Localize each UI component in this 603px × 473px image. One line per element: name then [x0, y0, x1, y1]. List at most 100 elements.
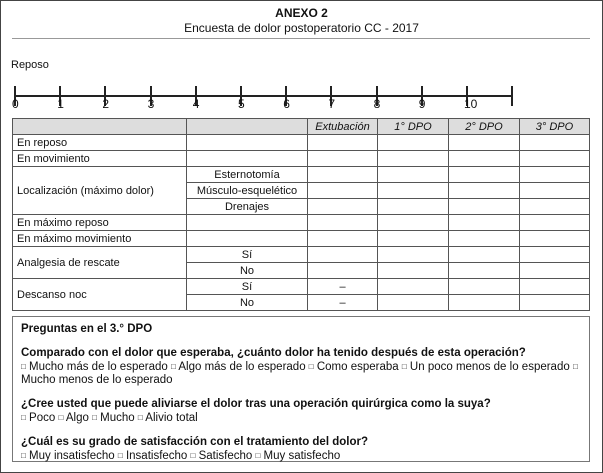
question-2: ¿Cree usted que puede aliviarse el dolor…: [21, 398, 491, 410]
col-header: [186, 118, 308, 135]
option[interactable]: □ Como esperaba: [309, 361, 399, 373]
table-row: Descanso noc Sí –: [12, 278, 590, 311]
scale-tick-label: 2: [102, 97, 110, 111]
checkbox-icon[interactable]: □: [117, 451, 123, 460]
checkbox-icon[interactable]: □: [401, 362, 407, 371]
checkbox-icon[interactable]: □: [572, 362, 578, 371]
col-header-extubacion: Extubación: [307, 118, 378, 135]
sub-label: Esternotomía: [186, 166, 308, 183]
scale-label: Reposo: [11, 59, 49, 71]
sub-label: Sí: [186, 246, 308, 263]
table-row: En reposo: [12, 134, 590, 151]
na-dash: –: [307, 278, 378, 295]
option-label: Poco: [29, 412, 56, 424]
scale-tick[interactable]: [330, 86, 333, 106]
option-label: Insatisfecho: [125, 450, 188, 462]
scale-tick-label: 1: [57, 97, 64, 111]
scale-tick-label: 0: [12, 97, 19, 111]
scale-tick-label: 5: [238, 97, 245, 111]
scale-tick[interactable]: [375, 86, 378, 106]
sub-label: No: [186, 262, 308, 279]
scale-tick[interactable]: [420, 86, 423, 106]
doc-title: ANEXO 2: [275, 6, 328, 20]
scale-tick[interactable]: [240, 86, 242, 106]
table-header: Extubación 1° DPO 2° DPO 3° DPO: [12, 118, 590, 135]
question-1-options: □ Mucho más de lo esperado □ Algo más de…: [21, 360, 581, 387]
row-label: Localización (máximo dolor): [12, 166, 187, 215]
option[interactable]: □ Algo: [58, 412, 88, 424]
table-row: No –: [13, 294, 590, 311]
option-label: Muy insatisfecho: [29, 450, 115, 462]
option[interactable]: □ Algo más de lo esperado: [171, 361, 306, 373]
option[interactable]: □ Mucho más de lo esperado: [21, 361, 168, 373]
sub-label: Drenajes: [186, 198, 308, 215]
checkbox-icon[interactable]: □: [137, 413, 143, 422]
option[interactable]: □ Poco: [21, 412, 55, 424]
option-label: Algo: [65, 412, 89, 424]
option-label: Mucho más de lo esperado: [29, 361, 168, 373]
option[interactable]: □ Muy insatisfecho: [21, 450, 115, 462]
scale-tick[interactable]: [285, 86, 288, 106]
option[interactable]: □ Mucho: [92, 412, 135, 424]
question-1: Comparado con el dolor que esperaba, ¿cu…: [21, 347, 526, 359]
questions-heading: Preguntas en el 3.° DPO: [21, 323, 153, 335]
scale-tick-label: 8: [373, 97, 381, 111]
scale-tick[interactable]: [511, 86, 514, 106]
col-header-3dpo: 3° DPO: [519, 118, 590, 135]
row-label: Descanso noc: [12, 278, 187, 311]
option-label: Muy satisfecho: [263, 450, 341, 462]
row-label: En máximo reposo: [12, 214, 187, 231]
doc-subtitle: Encuesta de dolor postoperatorio CC - 20…: [184, 21, 419, 35]
option[interactable]: □ Satisfecho: [191, 450, 253, 462]
scale-line: [15, 95, 512, 97]
checkbox-icon[interactable]: □: [170, 362, 176, 371]
col-header: [12, 118, 187, 135]
scale-tick-label: 3: [147, 97, 155, 111]
table-row: En máximo reposo: [12, 214, 590, 231]
scale-tick[interactable]: [466, 86, 468, 106]
option-label: Como esperaba: [316, 361, 399, 373]
checkbox-icon[interactable]: □: [92, 413, 97, 422]
scale-tick-label: 9: [418, 97, 426, 111]
scale-tick[interactable]: [14, 86, 16, 106]
table-row: Analgesia de rescate Sí: [12, 246, 590, 279]
option[interactable]: □ Mucho menos de lo esperado: [21, 361, 578, 386]
option-label: Algo más de lo esperado: [178, 361, 306, 373]
question-3: ¿Cuál es su grado de satisfacción con el…: [21, 436, 368, 448]
table-row: Localización (máximo dolor) Esternotomía: [12, 166, 590, 215]
option[interactable]: □ Muy satisfecho: [255, 450, 340, 462]
checkbox-icon[interactable]: □: [21, 413, 26, 422]
table-row: En máximo movimiento: [12, 230, 590, 247]
col-header-2dpo: 2° DPO: [448, 118, 520, 135]
divider: [12, 38, 590, 39]
option-label: Alivio total: [145, 412, 198, 424]
scale-tick[interactable]: [59, 86, 62, 106]
sub-label: No: [186, 294, 308, 311]
questions-box: Preguntas en el 3.° DPO Comparado con el…: [12, 316, 590, 462]
checkbox-icon[interactable]: □: [58, 413, 64, 422]
checkbox-icon[interactable]: □: [308, 362, 314, 371]
checkbox-icon[interactable]: □: [21, 451, 26, 460]
question-2-options: □ Poco □ Algo □ Mucho □ Alivio total: [21, 411, 581, 425]
checkbox-icon[interactable]: □: [21, 362, 26, 371]
sub-label: Músculo-esquelético: [186, 182, 308, 199]
scale-tick[interactable]: [104, 86, 107, 106]
scale-tick[interactable]: [149, 86, 152, 106]
pain-table: Extubación 1° DPO 2° DPO 3° DPO En repos…: [12, 118, 590, 311]
row-label: Analgesia de rescate: [12, 246, 187, 279]
col-header-1dpo: 1° DPO: [377, 118, 449, 135]
checkbox-icon[interactable]: □: [255, 451, 261, 460]
scale-tick-label: 4: [192, 97, 200, 111]
option[interactable]: □ Insatisfecho: [118, 450, 187, 462]
table-row: En movimiento: [12, 150, 590, 167]
na-dash: –: [307, 294, 378, 311]
option[interactable]: □ Un poco menos de lo esperado: [402, 361, 570, 373]
row-label: En máximo movimiento: [12, 230, 187, 247]
scale-tick-label: 10: [464, 97, 478, 111]
option-label: Un poco menos de lo esperado: [409, 361, 570, 373]
pain-scale[interactable]: [14, 86, 514, 106]
scale-tick[interactable]: [194, 86, 197, 106]
checkbox-icon[interactable]: □: [190, 451, 196, 460]
sub-label: Sí: [186, 278, 308, 295]
option[interactable]: □ Alivio total: [138, 412, 198, 424]
